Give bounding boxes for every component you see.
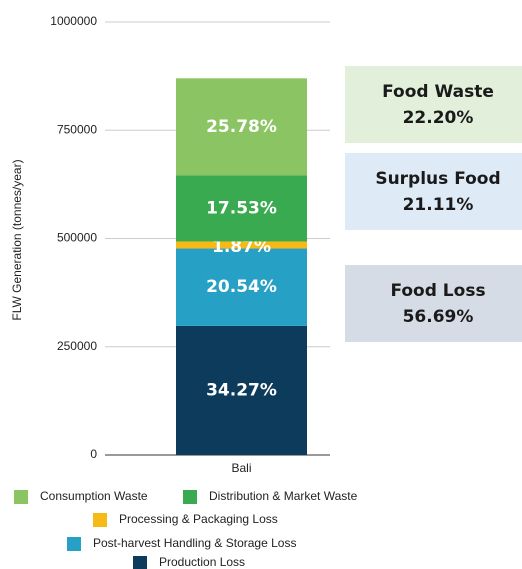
bar-segment — [176, 78, 307, 176]
legend-label: Processing & Packaging Loss — [119, 512, 278, 526]
legend-swatch — [67, 537, 81, 551]
bar-segment — [176, 325, 307, 455]
y-tick-label: 250000 — [57, 339, 97, 353]
annotation-text: 22.20% — [403, 108, 474, 128]
y-tick-label: 1000000 — [50, 14, 97, 28]
data-label: 1.87% — [212, 237, 271, 257]
legend-swatch — [14, 490, 28, 504]
legend-label: Consumption Waste — [40, 489, 148, 503]
bar-segment — [176, 248, 307, 326]
data-label: 17.53% — [206, 198, 277, 218]
y-tick-label: 750000 — [57, 122, 97, 136]
legend-label: Production Loss — [159, 555, 245, 569]
annotation-text: 21.11% — [403, 195, 474, 215]
annotation-text: 56.69% — [403, 307, 474, 327]
bar-segment — [176, 241, 307, 249]
y-tick-label: 500000 — [57, 231, 97, 245]
x-tick-label: Bali — [231, 461, 251, 475]
bar-segment — [176, 175, 307, 242]
annotation-box — [345, 66, 522, 143]
legend-swatch — [93, 513, 107, 527]
legend-label: Post-harvest Handling & Storage Loss — [93, 536, 296, 550]
y-tick-label: 0 — [90, 447, 97, 461]
annotation-title: Food Loss — [390, 281, 485, 301]
annotation-box — [345, 153, 522, 230]
annotation-title: Food Waste — [382, 82, 494, 102]
annotation-box — [345, 265, 522, 342]
data-label: 34.27% — [206, 380, 277, 400]
data-label: 25.78% — [206, 117, 277, 137]
data-label: 20.54% — [206, 277, 277, 297]
y-axis-label: FLW Generation (tonnes/year) — [10, 159, 24, 320]
annotation-title: Surplus Food — [375, 169, 500, 189]
legend-swatch — [133, 556, 147, 569]
legend-label: Distribution & Market Waste — [209, 489, 358, 503]
legend-swatch — [183, 490, 197, 504]
